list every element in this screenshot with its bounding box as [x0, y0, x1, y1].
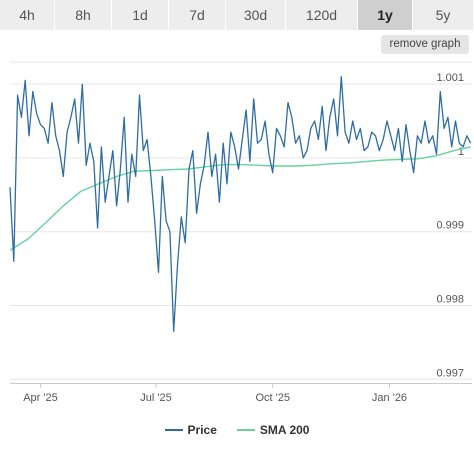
legend-item-sma[interactable]: SMA 200 [236, 423, 310, 437]
remove-graph-button[interactable]: remove graph [381, 35, 469, 54]
chart-legend: Price SMA 200 [0, 421, 474, 439]
legend-swatch-price [164, 429, 183, 431]
tab-30d[interactable]: 30d [226, 0, 286, 30]
price-series-line [9, 76, 472, 332]
series-lines [9, 76, 472, 332]
tab-8h[interactable]: 8h [55, 0, 112, 30]
x-tick-label: Jan '26 [372, 392, 407, 404]
grid-lines [10, 61, 472, 384]
x-axis-ticks: Apr '25 Jul '25 Oct '25 Jan '26 [23, 383, 407, 404]
y-tick-label: 0.999 [436, 220, 464, 232]
sma-200-series-line [9, 146, 471, 251]
tab-5y[interactable]: 5y [413, 0, 474, 30]
timeframe-tabs: 4h 8h 1d 7d 30d 120d 1y 5y [0, 0, 474, 30]
y-tick-label: 0.997 [436, 367, 464, 379]
x-tick-label: Oct '25 [255, 392, 290, 404]
tab-1d[interactable]: 1d [112, 0, 169, 30]
x-tick-label: Jul '25 [140, 392, 171, 404]
legend-item-price[interactable]: Price [164, 423, 217, 437]
legend-swatch-sma [236, 429, 255, 431]
y-axis-ticks: 0.997 0.998 0.999 1 1.001 [436, 72, 464, 379]
tab-4h[interactable]: 4h [0, 0, 55, 30]
y-tick-label: 1 [458, 146, 464, 158]
tab-1y[interactable]: 1y [358, 0, 413, 30]
x-tick-label: Apr '25 [23, 392, 58, 404]
legend-label-price: Price [187, 423, 217, 437]
legend-label-sma: SMA 200 [259, 423, 310, 437]
tab-120d[interactable]: 120d [286, 0, 358, 30]
y-tick-label: 1.001 [436, 72, 464, 84]
tab-7d[interactable]: 7d [169, 0, 226, 30]
y-tick-label: 0.998 [436, 294, 464, 306]
